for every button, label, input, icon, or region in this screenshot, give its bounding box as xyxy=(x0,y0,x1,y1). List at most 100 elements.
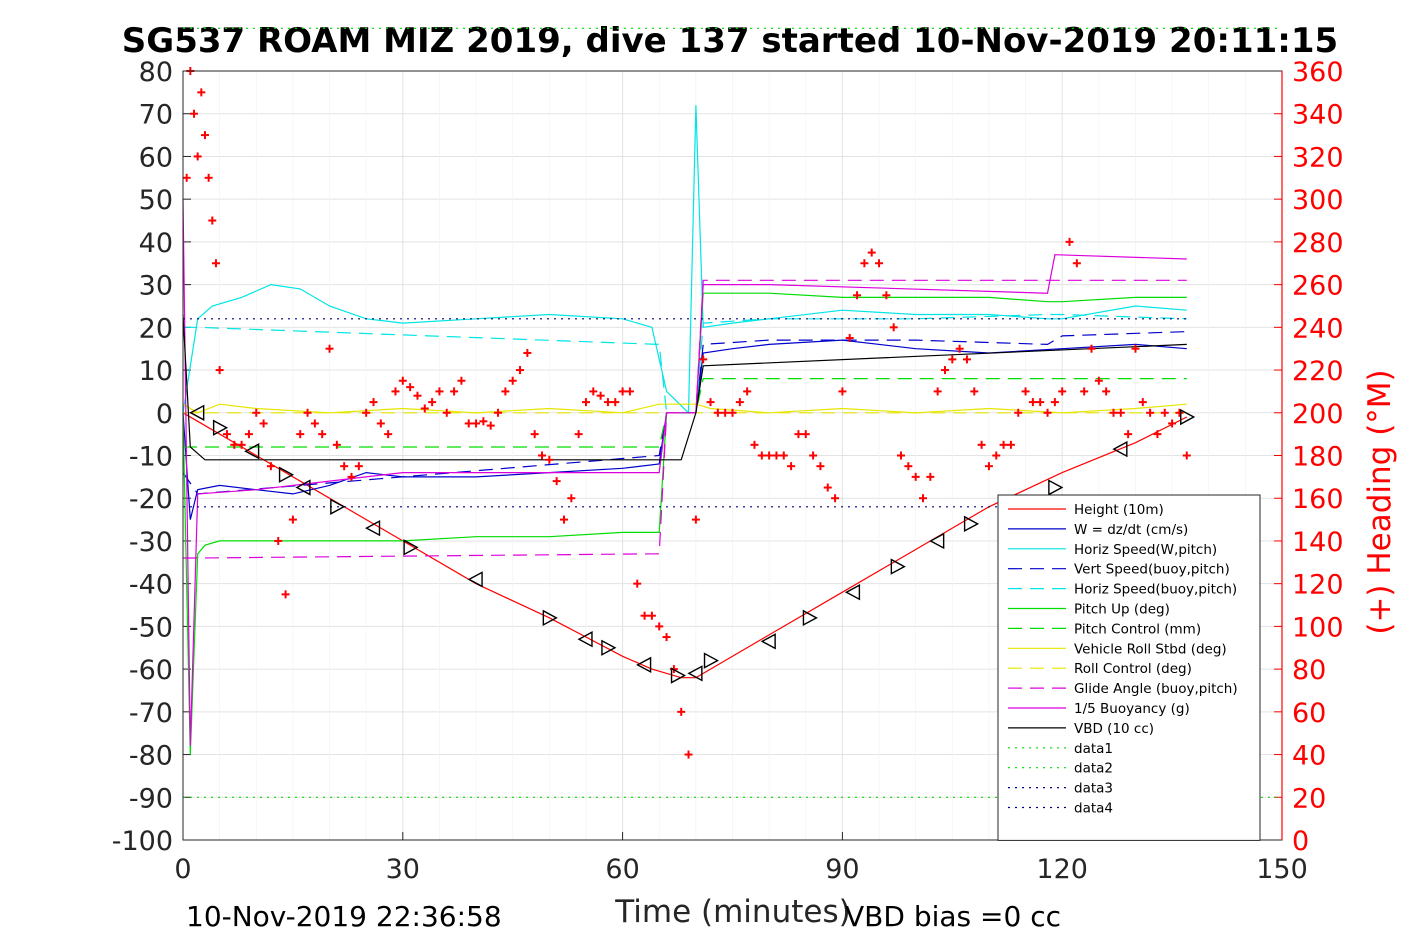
heading-point xyxy=(230,440,239,449)
heading-point xyxy=(713,408,722,417)
heading-point xyxy=(420,404,429,413)
heading-point xyxy=(977,440,986,449)
left-tick-label: 20 xyxy=(139,313,173,344)
heading-point xyxy=(457,376,466,385)
legend-label-data3: data3 xyxy=(1074,781,1113,797)
heading-point xyxy=(182,173,191,182)
heading-point xyxy=(750,440,759,449)
heading-point xyxy=(779,451,788,460)
x-tick-label: 120 xyxy=(1036,854,1088,885)
heading-point xyxy=(354,462,363,471)
heading-point xyxy=(296,430,305,439)
left-tick-label: -40 xyxy=(129,570,173,601)
heading-point xyxy=(523,348,532,357)
legend-label-w-dz-dt-cm-s: W = dz/dt (cm/s) xyxy=(1074,522,1188,538)
height-marker xyxy=(963,515,980,533)
heading-point xyxy=(406,383,415,392)
heading-point xyxy=(252,408,261,417)
right-tick-label: 300 xyxy=(1292,185,1344,216)
right-tick-label: 180 xyxy=(1292,442,1344,473)
heading-point xyxy=(603,398,612,407)
heading-point xyxy=(391,387,400,396)
heading-point xyxy=(318,430,327,439)
heading-point xyxy=(1175,408,1184,417)
heading-point xyxy=(735,398,744,407)
heading-point xyxy=(1043,408,1052,417)
heading-point xyxy=(325,344,334,353)
heading-point xyxy=(970,387,979,396)
height-marker xyxy=(670,667,687,684)
series-line-1-5-buoyancy-g xyxy=(182,199,1187,747)
heading-point xyxy=(633,579,642,588)
right-tick-label: 20 xyxy=(1292,783,1326,814)
heading-point xyxy=(189,109,198,118)
x-tick-label: 60 xyxy=(605,854,639,885)
series-line-horiz-speed-w-pitch xyxy=(182,105,1187,415)
right-tick-label: 220 xyxy=(1292,356,1344,387)
left-tick-label: 0 xyxy=(156,399,173,430)
heading-point xyxy=(369,398,378,407)
heading-point xyxy=(384,430,393,439)
height-marker xyxy=(1180,408,1196,426)
heading-point xyxy=(867,248,876,257)
heading-point xyxy=(1109,408,1118,417)
left-tick-label: 10 xyxy=(139,356,173,387)
heading-point xyxy=(1153,430,1162,439)
heading-point xyxy=(1021,387,1030,396)
heading-point xyxy=(897,451,906,460)
left-tick-label: -20 xyxy=(129,484,173,515)
heading-point xyxy=(940,366,949,375)
heading-point xyxy=(955,344,964,353)
heading-point xyxy=(362,408,371,417)
heading-point xyxy=(1028,398,1037,407)
left-tick-label: -80 xyxy=(129,741,173,772)
height-marker xyxy=(1048,479,1064,496)
heading-point xyxy=(450,387,459,396)
heading-point xyxy=(552,477,561,486)
height-marker xyxy=(467,571,483,588)
heading-point xyxy=(303,408,312,417)
heading-point xyxy=(538,451,547,460)
heading-point xyxy=(376,419,385,428)
heading-point xyxy=(1182,451,1191,460)
right-tick-label: 200 xyxy=(1292,399,1344,430)
right-tick-label: 360 xyxy=(1292,57,1344,88)
heading-point xyxy=(787,462,796,471)
heading-point xyxy=(625,387,634,396)
height-marker xyxy=(601,639,617,656)
legend-label-pitch-control-mm: Pitch Control (mm) xyxy=(1074,621,1201,637)
height-marker xyxy=(403,539,419,556)
heading-point xyxy=(999,440,1008,449)
right-tick-label: 340 xyxy=(1292,100,1344,131)
heading-point xyxy=(197,88,206,97)
heading-point xyxy=(574,430,583,439)
heading-point xyxy=(845,334,854,343)
heading-point xyxy=(472,419,481,428)
legend-label-horiz-speed-w-pitch: Horiz Speed(W,pitch) xyxy=(1074,542,1217,558)
height-marker xyxy=(542,609,558,627)
left-tick-label: 40 xyxy=(139,228,173,259)
legend-label-glide-angle-buoy-pitch: Glide Angle (buoy,pitch) xyxy=(1074,681,1238,697)
height-marker xyxy=(636,656,652,674)
heading-point xyxy=(1058,387,1067,396)
heading-point xyxy=(948,355,957,364)
heading-point xyxy=(1146,408,1155,417)
right-tick-label: 280 xyxy=(1292,228,1344,259)
heading-point xyxy=(204,173,213,182)
height-marker xyxy=(189,404,205,421)
height-marker xyxy=(212,419,229,436)
height-marker xyxy=(802,609,818,627)
heading-point xyxy=(889,323,898,332)
heading-point xyxy=(596,391,605,400)
heading-point xyxy=(611,398,620,407)
heading-point xyxy=(494,408,503,417)
heading-point xyxy=(464,419,473,428)
chart-title: SG537 ROAM MIZ 2019, dive 137 started 10… xyxy=(122,21,1338,61)
right-tick-label: 40 xyxy=(1292,741,1326,772)
heading-point xyxy=(310,419,319,428)
heading-point xyxy=(1094,376,1103,385)
heading-point xyxy=(508,376,517,385)
height-marker xyxy=(890,558,906,575)
heading-point xyxy=(647,611,656,620)
heading-point xyxy=(655,622,664,631)
